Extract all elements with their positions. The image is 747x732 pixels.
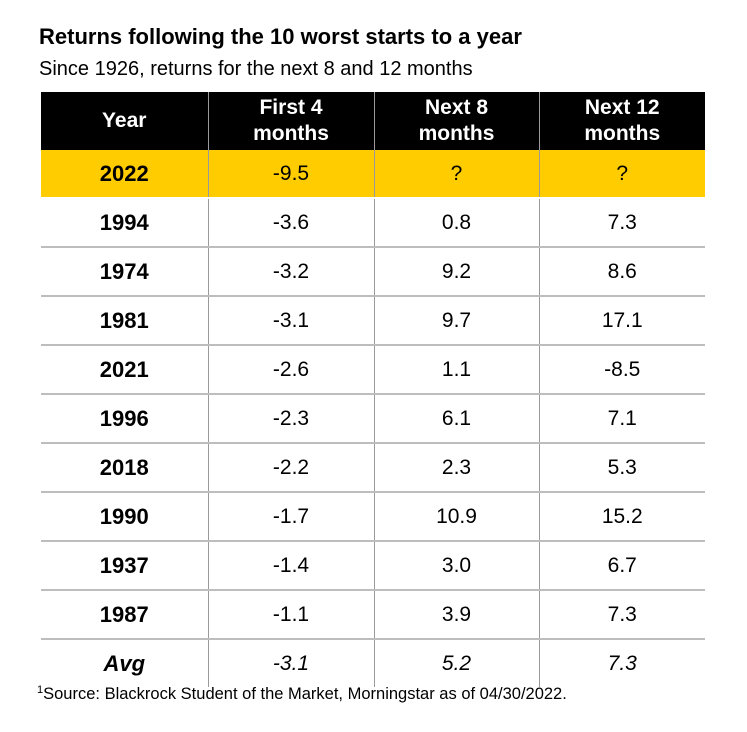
footnote-text: Source: Blackrock Student of the Market,…: [43, 685, 567, 703]
year-cell: 2018: [41, 443, 208, 493]
next-12-months-cell: 5.3: [538, 443, 705, 493]
next-8-months-cell: 6.1: [373, 394, 539, 444]
next-12-months-cell: 15.2: [538, 492, 705, 542]
next-12-months-cell: 7.1: [538, 394, 705, 444]
table-title: Returns following the 10 worst starts to…: [39, 24, 522, 49]
next-8-months-cell: 1.1: [373, 345, 539, 395]
column-header-next-8-months: Next 8 months: [373, 92, 539, 150]
next-8-months-cell: 9.7: [373, 296, 539, 346]
table-row-highlighted: 2022 -9.5??: [41, 150, 705, 199]
first-4-months-cell: -3.2: [207, 247, 374, 297]
first-4-months-cell: -9.5: [207, 150, 374, 199]
year-cell: 1981: [41, 296, 208, 346]
year-cell: 2021: [41, 345, 208, 395]
next-8-months-cell: 3.9: [373, 590, 539, 640]
next-12-months-cell: 7.3: [538, 590, 705, 640]
next-12-months-cell: ?: [538, 150, 705, 199]
first-4-months-cell: -2.6: [207, 345, 374, 395]
average-next-12-months-cell: 7.3: [538, 639, 705, 687]
table-row: 1987 -1.1 3.9 7.3: [41, 590, 705, 640]
column-header-first-4-months: First 4 months: [207, 92, 374, 150]
year-cell: 1987: [41, 590, 208, 640]
table-row: 1994 -3.6 0.8 7.3: [41, 198, 705, 248]
year-cell: 1996: [41, 394, 208, 444]
average-next-8-months-cell: 5.2: [373, 639, 539, 687]
average-label-cell: Avg: [103, 650, 146, 676]
first-4-months-cell: -2.3: [207, 394, 374, 444]
next-12-months-cell: -8.5: [538, 345, 705, 395]
first-4-months-cell: -1.1: [207, 590, 374, 640]
header-row: Year First 4 months Next 8 months Next 12 m…: [41, 92, 705, 150]
returns-table: Year First 4 months Next 8 months Next 12 m…: [41, 92, 705, 687]
table-body: 2022 -9.5?? 1994 -3.6 0.8 7.3 1974 -3.2 9.2 8.6 19…: [41, 150, 705, 687]
next-12-months-cell: 8.6: [538, 247, 705, 297]
year-cell: 1974: [41, 247, 208, 297]
first-4-months-cell: -1.7: [207, 492, 374, 542]
source-footnote: 1Source: Blackrock Student of the Market…: [37, 684, 567, 704]
footnote-marker: 1: [37, 684, 44, 696]
column-header-next-12-months: Next 12 months: [538, 92, 705, 150]
table-row: 1996 -2.3 6.1 7.1: [41, 394, 705, 444]
table-row: 1981 -3.1 9.7 17.1: [41, 296, 705, 346]
year-cell: 1990: [41, 492, 208, 542]
table-row: 1990 -1.7 10.9 15.2: [41, 492, 705, 542]
next-12-months-cell: 17.1: [538, 296, 705, 346]
first-4-months-cell: -3.6: [207, 198, 374, 248]
average-first-4-months-cell: -3.1: [207, 639, 374, 687]
table-row: 1974 -3.2 9.2 8.6: [41, 247, 705, 297]
table-row: 2021 -2.6 1.1 -8.5: [41, 345, 705, 395]
next-8-months-cell: 2.3: [373, 443, 539, 493]
column-header-year: Year: [41, 92, 208, 150]
first-4-months-cell: -1.4: [207, 541, 374, 591]
table-row: 2018 -2.2 2.3 5.3: [41, 443, 705, 493]
next-12-months-cell: 6.7: [538, 541, 705, 591]
next-12-months-cell: 7.3: [538, 198, 705, 248]
table-row: 1937 -1.4 3.0 6.7: [41, 541, 705, 591]
next-8-months-cell: 3.0: [373, 541, 539, 591]
first-4-months-cell: -3.1: [207, 296, 374, 346]
next-8-months-cell: 9.2: [373, 247, 539, 297]
next-8-months-cell: ?: [373, 150, 539, 199]
table-subtitle: Since 1926, returns for the next 8 and 1…: [39, 58, 473, 80]
next-8-months-cell: 10.9: [373, 492, 539, 542]
next-8-months-cell: 0.8: [373, 198, 539, 248]
average-row: Avg -3.1 5.2 7.3: [41, 639, 705, 687]
first-4-months-cell: -2.2: [207, 443, 374, 493]
year-cell: 2022: [41, 150, 208, 199]
year-cell: 1994: [41, 198, 208, 248]
year-cell: 1937: [41, 541, 208, 591]
